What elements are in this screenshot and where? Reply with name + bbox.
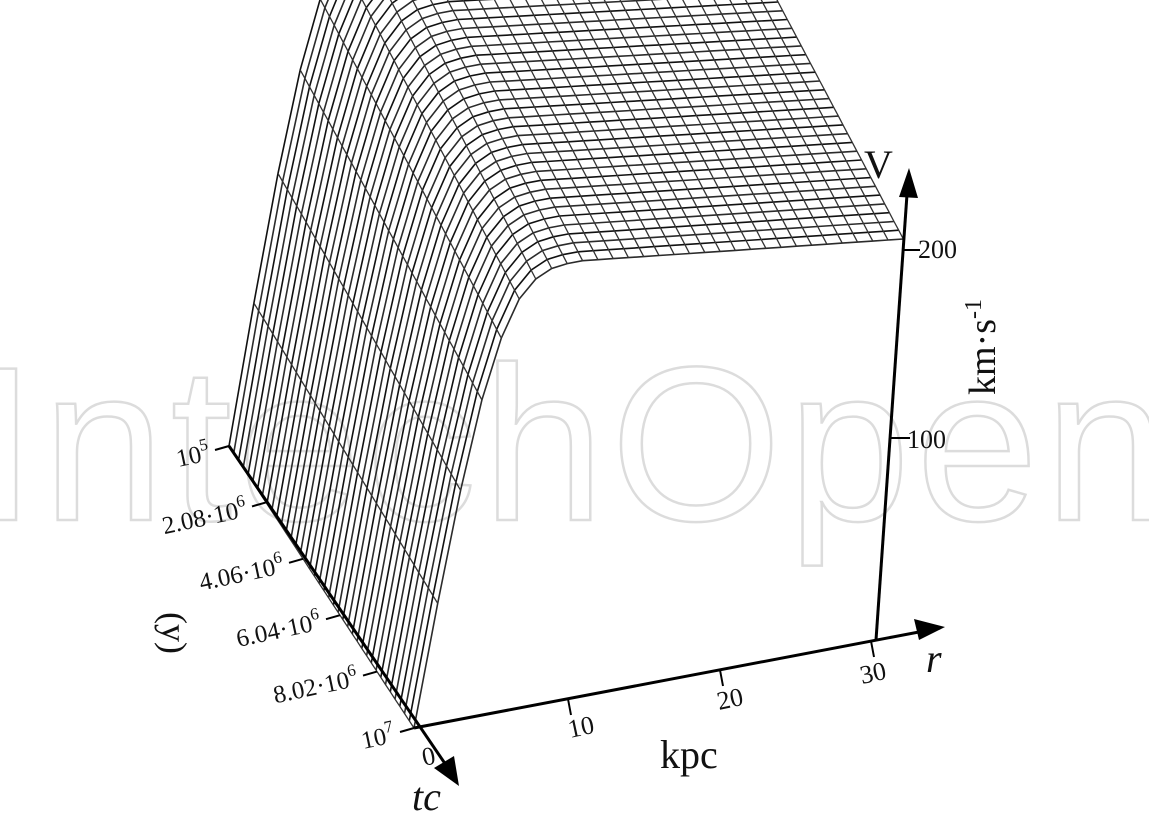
surface-r-line — [650, 0, 782, 248]
surface-r-line — [540, 0, 675, 255]
surface-t-line — [294, 18, 788, 548]
t-tick-exponent: 6 — [271, 547, 283, 567]
t-tick-label: 4.06·106 — [196, 547, 286, 596]
surface-r-line — [462, 0, 599, 260]
t-tick-mantissa: 6.04·10 — [234, 610, 315, 652]
v-unit-label: km·s-1 — [961, 299, 1004, 395]
t-tick-mantissa: 2.08·10 — [160, 498, 241, 540]
surface-r-line — [744, 0, 874, 242]
r-tick-label-30: 30 — [857, 656, 888, 690]
surface-r-line — [509, 0, 645, 257]
r-tick-label-20: 20 — [714, 682, 745, 716]
surface-r-line — [697, 0, 828, 245]
t-tick — [399, 727, 415, 733]
r-axis-line — [413, 626, 941, 730]
surface-r-line — [760, 0, 889, 241]
surface-r-line — [389, 0, 537, 280]
t-tick-label: 2.08·106 — [159, 491, 249, 540]
surface-r-line — [525, 0, 660, 256]
surface-r-line — [319, 0, 502, 339]
v-axis-arrow — [899, 168, 918, 198]
surface-r-line — [666, 0, 797, 247]
surface-t-line — [299, 27, 793, 555]
t-axis-arrow — [434, 756, 459, 786]
v-tick-label-200: 200 — [918, 235, 957, 264]
r-axis-arrow — [914, 619, 945, 640]
t-tick — [251, 501, 267, 508]
v-tick-label-100: 100 — [907, 425, 946, 454]
t-axis-line — [227, 445, 450, 769]
surface-r-line — [478, 0, 614, 259]
r-unit-label: kpc — [660, 732, 718, 777]
t-tick-exponent: 6 — [234, 491, 246, 511]
t-tick — [362, 670, 378, 677]
surface-r-line — [299, 69, 483, 401]
t-tick-exponent: 5 — [197, 435, 209, 455]
t-tick — [288, 557, 304, 564]
r-tick-30 — [870, 640, 875, 658]
v-unit-exponent: -1 — [961, 299, 987, 319]
surface-t-line — [232, 0, 329, 454]
surface-r-line — [729, 0, 859, 243]
t-tick-label: 8.02·106 — [270, 660, 360, 709]
surface-r-line — [556, 0, 691, 254]
t-tick-exponent: 6 — [308, 604, 320, 624]
surface-r-line — [446, 0, 584, 261]
surface-r-line — [361, 0, 520, 300]
surface-r-line — [682, 0, 813, 246]
t-tick-mantissa: 4.06·10 — [197, 554, 278, 596]
r-axis-label: r — [926, 636, 942, 681]
t-tick-label: 6.04·106 — [233, 604, 323, 653]
surface-mesh — [228, 0, 904, 729]
t-tick-label: 107 — [358, 716, 398, 754]
surface-r-line — [277, 173, 462, 491]
surface-r-line — [253, 302, 439, 604]
t-tick-label: 105 — [173, 435, 212, 473]
surface-r-line — [572, 0, 706, 253]
t-tick — [325, 614, 341, 621]
t-tick-exponent: 6 — [345, 660, 357, 680]
t-unit-label: (y) — [154, 612, 194, 654]
t-tick-mantissa: 8.02·10 — [271, 667, 352, 709]
axes — [227, 168, 945, 786]
v-unit-text: km·s — [962, 319, 1004, 395]
surface-r-line — [713, 0, 843, 244]
v-axis-line — [874, 179, 910, 641]
r-tick-10 — [567, 698, 572, 716]
t-tick — [214, 445, 230, 451]
surface-t-line — [285, 1, 779, 533]
v-axis-label: V — [864, 142, 893, 187]
r-tick-20 — [719, 669, 724, 687]
surface-r-line — [493, 0, 629, 258]
surface-r-line — [619, 0, 752, 250]
r-tick-label-0: 0 — [419, 741, 438, 772]
surface-r-line — [635, 0, 767, 249]
t-tick-mantissa: 10 — [174, 441, 204, 473]
t-tick-mantissa: 10 — [359, 723, 389, 755]
labels: V km·s-1 200 100 r kpc 0 10 20 30 tc (y) — [154, 142, 1004, 816]
surface-r-line — [776, 0, 904, 240]
t-axis-label: tc — [412, 774, 441, 816]
surface-r-line — [588, 0, 721, 252]
surface-t-line — [289, 10, 783, 541]
surface-r-line — [429, 0, 568, 264]
r-tick-label-10: 10 — [565, 710, 596, 744]
surface-r-line — [603, 0, 736, 251]
surface-r-line — [411, 0, 553, 269]
